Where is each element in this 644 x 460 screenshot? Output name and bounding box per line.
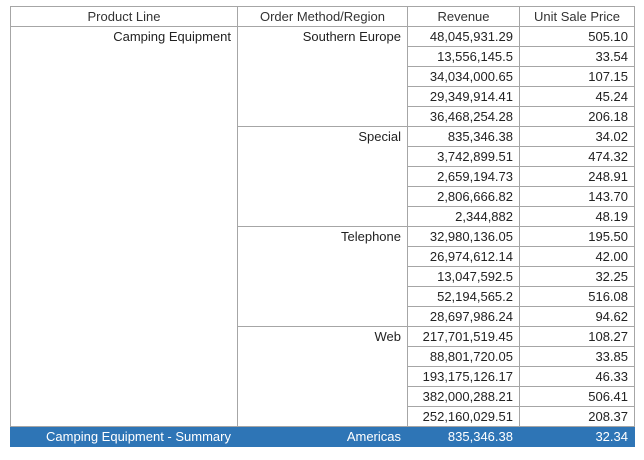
data-row: Telephone 32,980,136.05 195.50	[11, 226, 635, 327]
summary-cell: Americas	[237, 426, 408, 447]
price-cell: 506.41	[519, 386, 635, 407]
price-cell: 32.25	[519, 266, 635, 287]
price-cell: 108.27	[519, 326, 635, 347]
product-line-cell: Camping Equipment	[10, 26, 238, 427]
revenue-cell: 26,974,612.14	[407, 246, 520, 267]
summary-cell: 32.34	[519, 426, 635, 447]
revenue-cell: 252,160,029.51	[407, 406, 520, 427]
price-cell: 474.32	[519, 146, 635, 167]
summary-cell: Camping Equipment - Summary	[10, 426, 238, 447]
column-header: Unit Sale Price	[519, 6, 635, 27]
revenue-cell: 36,468,254.28	[407, 106, 520, 127]
data-row: 252,160,029.51 208.37	[11, 406, 635, 427]
revenue-cell: 52,194,565.2	[407, 286, 520, 307]
price-cell: 143.70	[519, 186, 635, 207]
revenue-cell: 32,980,136.05	[407, 226, 520, 247]
price-cell: 46.33	[519, 366, 635, 387]
data-row: 88,801,720.05 33.85	[11, 346, 635, 367]
summary-cell: 835,346.38	[407, 426, 520, 447]
price-cell: 94.62	[519, 306, 635, 327]
price-cell: 107.15	[519, 66, 635, 87]
revenue-cell: 193,175,126.17	[407, 366, 520, 387]
data-row: 29,349,914.41 45.24	[11, 86, 635, 107]
report-table: Product Line Order Method/Region Revenue Un…	[10, 6, 635, 447]
data-row: Camping Equipment Southern Europe 48,045,9…	[10, 26, 635, 427]
price-cell: 505.10	[519, 26, 635, 47]
data-row: 52,194,565.2 516.08	[11, 286, 635, 307]
price-cell: 34.02	[519, 126, 635, 147]
data-row: 2,344,882 48.19	[11, 206, 635, 227]
data-row: 13,047,592.5 32.25	[11, 266, 635, 287]
revenue-cell: 13,556,145.5	[407, 46, 520, 67]
revenue-cell: 34,034,000.65	[407, 66, 520, 87]
revenue-cell: 28,697,986.24	[407, 306, 520, 327]
revenue-cell: 48,045,931.29	[407, 26, 520, 47]
column-header: Product Line	[10, 6, 238, 27]
price-cell: 42.00	[519, 246, 635, 267]
column-header: Order Method/Region	[237, 6, 408, 27]
data-row: 28,697,986.24 94.62	[11, 306, 635, 327]
column-header: Revenue	[407, 6, 520, 27]
revenue-cell: 835,346.38	[407, 126, 520, 147]
method-cell: Telephone	[237, 226, 408, 327]
header-row: Product Line Order Method/Region Revenue Un…	[10, 6, 635, 27]
revenue-cell: 29,349,914.41	[407, 86, 520, 107]
revenue-cell: 217,701,519.45	[407, 326, 520, 347]
price-cell: 33.54	[519, 46, 635, 67]
summary-row: Camping Equipment - Summary Americas 835,3…	[10, 426, 635, 447]
method-cell: Southern Europe	[237, 26, 408, 127]
price-cell: 208.37	[519, 406, 635, 427]
revenue-cell: 3,742,899.51	[407, 146, 520, 167]
revenue-cell: 382,000,288.21	[407, 386, 520, 407]
data-row: 2,659,194.73 248.91	[11, 166, 635, 187]
price-cell: 195.50	[519, 226, 635, 247]
revenue-cell: 2,806,666.82	[407, 186, 520, 207]
data-row: 3,742,899.51 474.32	[11, 146, 635, 167]
price-cell: 206.18	[519, 106, 635, 127]
price-cell: 516.08	[519, 286, 635, 307]
price-cell: 33.85	[519, 346, 635, 367]
method-cell: Special	[237, 126, 408, 227]
price-cell: 248.91	[519, 166, 635, 187]
method-cell: Web	[237, 326, 408, 427]
price-cell: 45.24	[519, 86, 635, 107]
revenue-cell: 2,344,882	[407, 206, 520, 227]
price-cell: 48.19	[519, 206, 635, 227]
data-row: 26,974,612.14 42.00	[11, 246, 635, 267]
revenue-cell: 13,047,592.5	[407, 266, 520, 287]
revenue-cell: 88,801,720.05	[407, 346, 520, 367]
revenue-cell: 2,659,194.73	[407, 166, 520, 187]
